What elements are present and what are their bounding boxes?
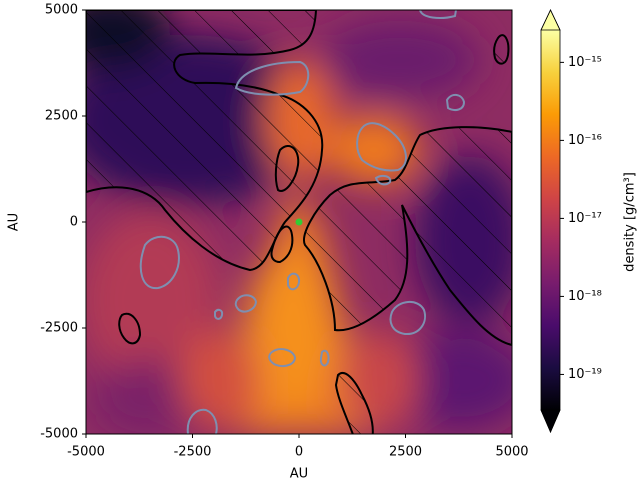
colorbar-frame bbox=[540, 9, 561, 434]
contour bbox=[334, 372, 374, 434]
colorbar-label: density [g/cm³] bbox=[623, 172, 638, 272]
contour bbox=[86, 10, 324, 272]
y-tick-label: 2500 bbox=[45, 109, 78, 124]
contour bbox=[493, 34, 510, 65]
gray-contours bbox=[139, 10, 466, 434]
y-tick-label: -5000 bbox=[40, 427, 78, 442]
contour bbox=[270, 225, 294, 264]
x-tick-label: 0 bbox=[295, 445, 303, 460]
x-tick-label: -5000 bbox=[67, 445, 105, 460]
marker bbox=[295, 218, 303, 226]
contour bbox=[274, 145, 300, 192]
colorbar-tick-label: 10⁻¹⁹ bbox=[568, 367, 602, 382]
y-axis-label: AU bbox=[7, 213, 22, 231]
colorbar-tick-label: 10⁻¹⁸ bbox=[568, 289, 602, 304]
x-tick-label: 2500 bbox=[389, 445, 422, 460]
x-tick-label: -2500 bbox=[174, 445, 212, 460]
colorbar-tick-label: 10⁻¹⁷ bbox=[568, 211, 602, 226]
colorbar-tick-label: 10⁻¹⁵ bbox=[568, 55, 602, 70]
colorbar-tick-label: 10⁻¹⁶ bbox=[568, 133, 602, 148]
y-tick-label: 0 bbox=[70, 215, 78, 230]
contour bbox=[303, 126, 512, 347]
density-map bbox=[86, 10, 512, 434]
y-tick-label: -2500 bbox=[40, 321, 78, 336]
colorbar bbox=[541, 30, 560, 410]
y-tick-label: 5000 bbox=[45, 3, 78, 18]
colorbar-extend-top bbox=[540, 9, 561, 31]
x-tick-label: 5000 bbox=[495, 445, 528, 460]
x-axis-label: AU bbox=[290, 467, 308, 482]
contour bbox=[118, 312, 142, 345]
colorbar-extend-bottom bbox=[540, 409, 561, 434]
